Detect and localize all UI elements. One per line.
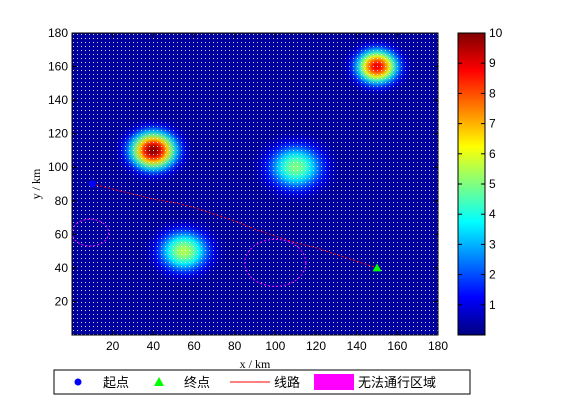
y-tick-label: 100	[48, 160, 68, 174]
x-tick-label: 60	[187, 339, 201, 353]
x-tick-label: 160	[387, 339, 407, 353]
x-axis-ticks: 20 40 60 80 100 120 140 160 180	[106, 33, 448, 353]
legend-label: 线路	[274, 375, 300, 391]
y-tick-label: 120	[48, 127, 68, 141]
y-tick-label: 60	[55, 227, 69, 241]
y-tick-label: 40	[55, 261, 69, 275]
legend: 起点 终点 线路 无法通行区域	[53, 369, 471, 395]
colorbar-tick-label: 2	[489, 268, 496, 282]
route-markers	[88, 180, 382, 272]
y-axis-ticks: 20 40 60 80 100 120 140 160 180	[48, 26, 438, 308]
start-marker	[88, 180, 96, 188]
x-tick-label: 180	[428, 339, 448, 353]
route-line	[92, 183, 378, 269]
x-tick-label: 20	[106, 339, 120, 353]
colorbar-tick-label: 6	[489, 147, 496, 161]
grid-dots	[72, 33, 438, 335]
y-tick-label: 20	[55, 294, 69, 308]
plot-frame	[71, 32, 439, 336]
y-tick-label: 140	[48, 93, 68, 107]
colorbar-tick-label: 8	[489, 86, 496, 100]
legend-label: 起点	[103, 376, 129, 391]
colorbar-tick-label: 1	[489, 298, 496, 312]
y-tick-label: 180	[48, 26, 68, 40]
no-pass-zone-2	[244, 238, 307, 287]
x-tick-label: 100	[265, 339, 285, 353]
dot-overlay	[72, 33, 438, 335]
x-tick-label: 120	[306, 339, 326, 353]
colorbar: 1 2 3 4 5 6 7 8 9 10	[457, 26, 503, 336]
legend-zone-symbol	[314, 374, 354, 390]
legend-end-symbol	[154, 377, 164, 386]
route	[92, 183, 378, 269]
y-tick-label: 160	[48, 60, 68, 74]
colorbar-scale	[457, 32, 486, 336]
colorbar-tick-label: 7	[489, 117, 496, 131]
x-tick-label: 140	[347, 339, 367, 353]
colorbar-tick-label: 10	[489, 26, 503, 40]
legend-label: 无法通行区域	[358, 376, 436, 391]
x-axis-label: x / km	[240, 357, 271, 371]
colorbar-tick-label: 5	[489, 177, 496, 191]
colorbar-tick-label: 4	[489, 207, 496, 221]
legend-label: 终点	[184, 375, 210, 391]
y-tick-label: 80	[55, 194, 69, 208]
legend-start-symbol	[74, 378, 82, 386]
colorbar-tick-label: 9	[489, 56, 496, 70]
end-marker	[372, 263, 382, 272]
x-tick-label: 80	[228, 339, 242, 353]
y-axis-label: y / km	[29, 168, 43, 199]
x-tick-label: 40	[147, 339, 161, 353]
colorbar-tick-label: 3	[489, 237, 496, 251]
